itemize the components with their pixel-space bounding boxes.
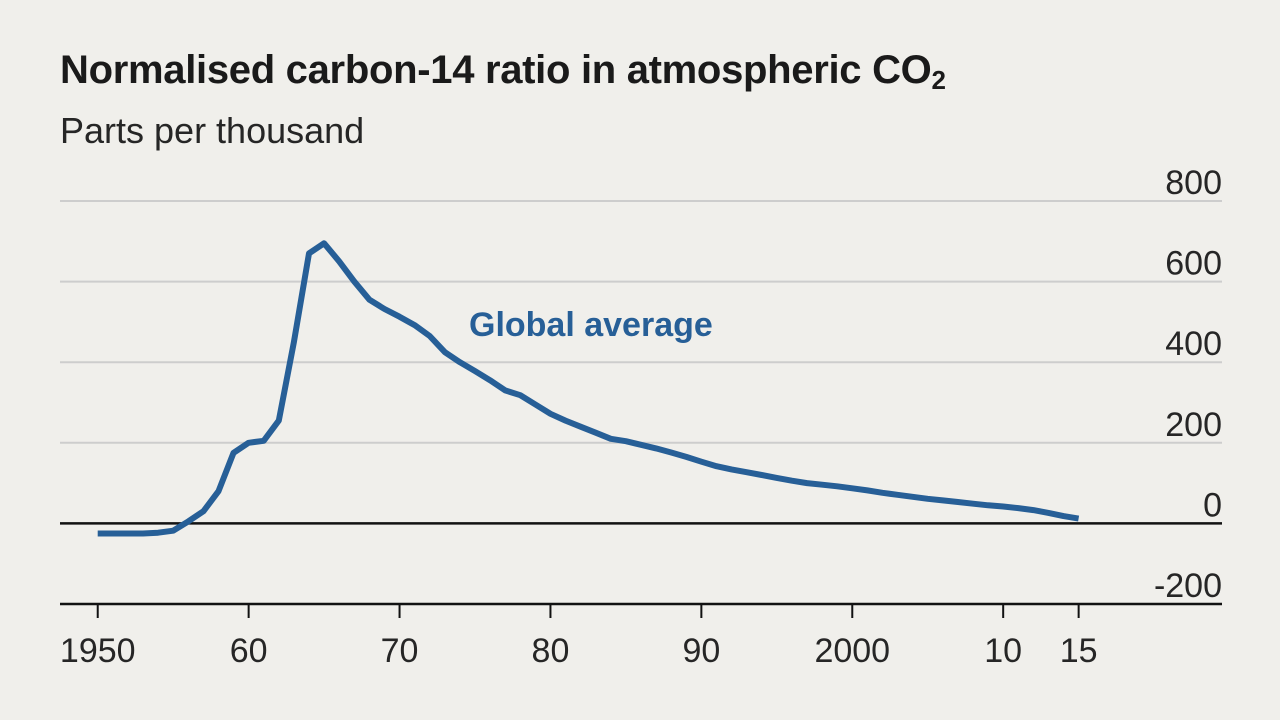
x-tick-label: 1950 — [60, 632, 136, 670]
x-tick-label: 60 — [230, 632, 268, 670]
x-tick-label: 90 — [682, 632, 720, 670]
title-subscript: 2 — [931, 65, 946, 95]
y-tick-label: 0 — [1203, 486, 1222, 524]
series-layer: Global average — [97, 240, 1080, 537]
y-tick-label: 800 — [1165, 164, 1222, 202]
chart-subtitle: Parts per thousand — [60, 110, 365, 151]
x-axis: 1950 60 70 80 90 2000 10 15 — [60, 602, 1222, 670]
y-axis-tick-labels: 800 600 400 200 0 -200 — [1154, 164, 1222, 605]
series-line-global-average — [97, 240, 1080, 537]
series-label-global-average: Global average — [469, 306, 713, 344]
x-tick-label: 80 — [532, 632, 570, 670]
x-tick-label: 70 — [381, 632, 419, 670]
y-tick-label: 400 — [1165, 325, 1222, 363]
y-tick-label: 200 — [1165, 406, 1222, 444]
y-tick-label: 600 — [1165, 245, 1222, 283]
y-tick-label: -200 — [1154, 567, 1222, 605]
x-tick-label: 15 — [1060, 632, 1098, 670]
gridlines — [60, 200, 1222, 525]
chart-title: Normalised carbon-14 ratio in atmospheri… — [60, 48, 946, 95]
x-tick-label: 10 — [984, 632, 1022, 670]
x-tick-label: 2000 — [814, 632, 890, 670]
